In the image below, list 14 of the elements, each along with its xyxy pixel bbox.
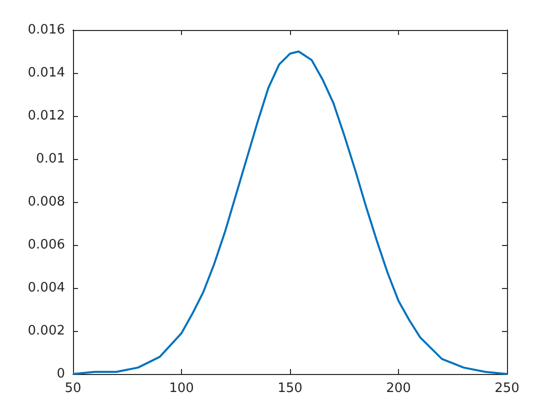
x-tick-label: 250 bbox=[494, 381, 520, 396]
x-tick-label: 100 bbox=[169, 381, 194, 396]
y-tick-label: 0.014 bbox=[28, 66, 65, 80]
x-tick-label: 200 bbox=[386, 381, 411, 396]
x-tick-label: 50 bbox=[64, 381, 82, 396]
y-tick-label: 0 bbox=[56, 366, 65, 382]
y-tick-label: 0.01 bbox=[36, 152, 65, 166]
y-tick-label: 0.004 bbox=[28, 280, 65, 296]
y-tick-label: 0.002 bbox=[28, 324, 65, 338]
y-tick-label: 0.016 bbox=[28, 22, 65, 38]
y-tick-label: 0.012 bbox=[28, 108, 65, 124]
y-tick-label: 0.008 bbox=[28, 194, 65, 210]
y-tick-label: 0.006 bbox=[28, 238, 65, 252]
x-tick-label: 150 bbox=[278, 381, 302, 396]
